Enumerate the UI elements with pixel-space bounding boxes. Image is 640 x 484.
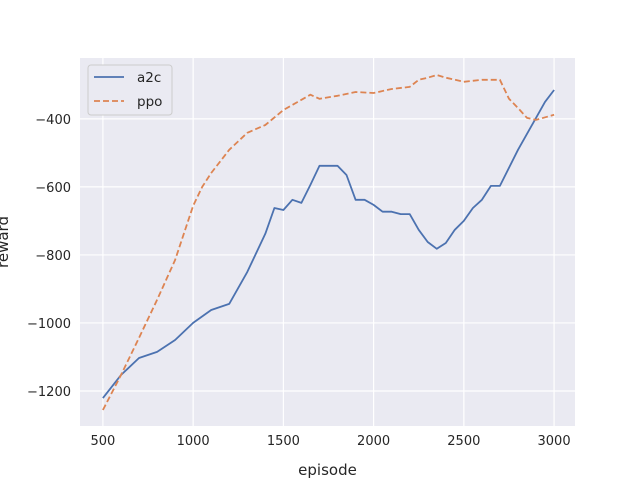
x-axis-label: episode bbox=[298, 461, 357, 479]
x-tick-label: 1500 bbox=[267, 434, 300, 449]
legend-label-ppo: ppo bbox=[137, 94, 162, 110]
series-lines bbox=[102, 74, 555, 411]
y-axis-label: reward bbox=[0, 216, 12, 268]
legend-label-a2c: a2c bbox=[137, 70, 161, 86]
series-line-ppo bbox=[102, 74, 555, 411]
x-tick-label: 2500 bbox=[447, 434, 480, 449]
x-tick-label: 1000 bbox=[177, 434, 210, 449]
tick-labels: 500 1000 1500 2000 2500 3000 −1200 −1000 −800 −60… bbox=[27, 113, 571, 449]
x-tick-label: 500 bbox=[91, 434, 116, 449]
x-tick-label: 2000 bbox=[357, 434, 390, 449]
y-tick-label: −800 bbox=[35, 249, 71, 264]
y-tick-label: −600 bbox=[35, 181, 71, 196]
y-tick-label: −1000 bbox=[27, 317, 71, 332]
y-tick-label: −400 bbox=[35, 113, 71, 128]
series-line-a2c bbox=[102, 89, 555, 399]
grid bbox=[80, 58, 575, 426]
x-tick-label: 3000 bbox=[538, 434, 571, 449]
y-tick-label: −1200 bbox=[27, 385, 71, 400]
legend: a2c ppo bbox=[87, 64, 173, 116]
